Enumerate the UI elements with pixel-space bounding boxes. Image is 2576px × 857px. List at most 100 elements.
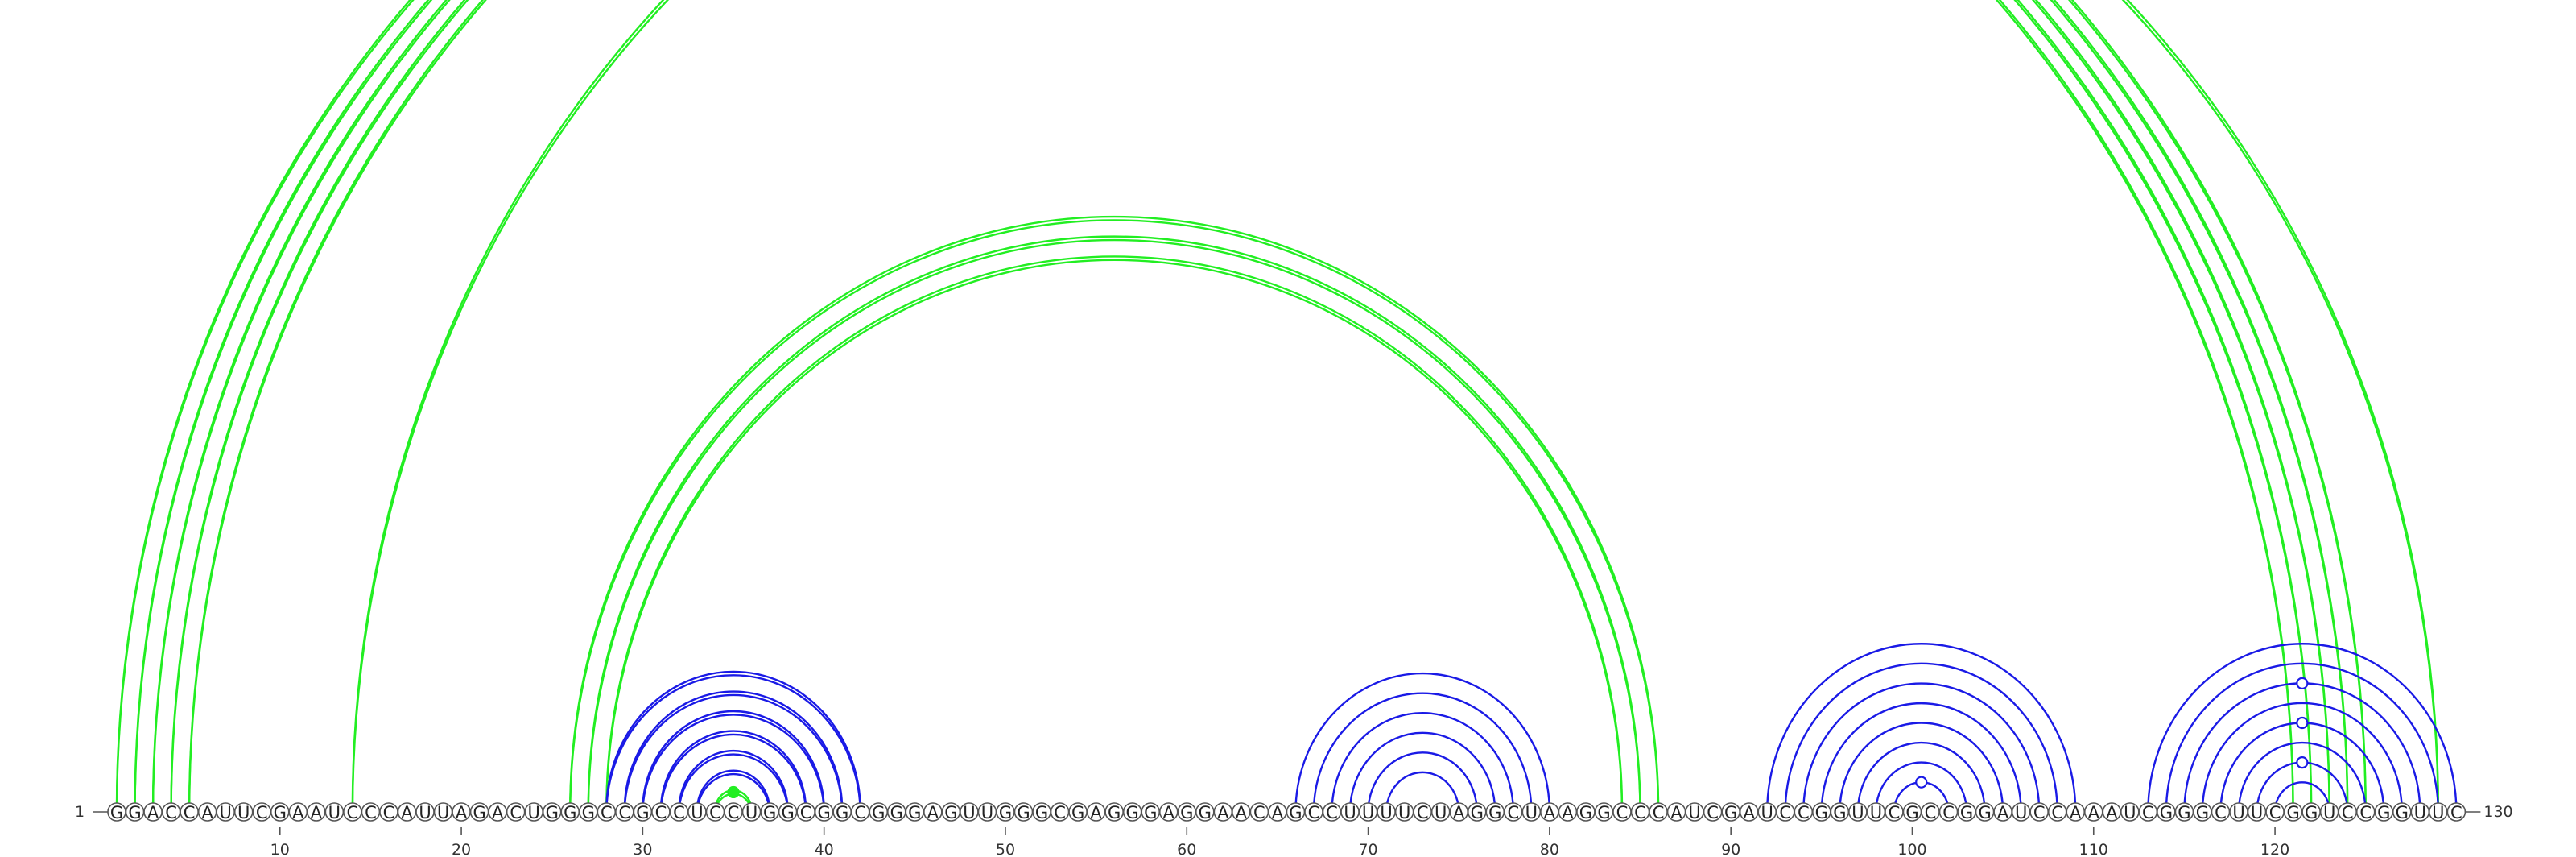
nucleotide-letter: C: [2215, 803, 2227, 822]
nucleotide-letter: A: [1744, 803, 1756, 822]
nucleotide: G: [2392, 802, 2412, 822]
nucleotide-letter: U: [237, 803, 250, 822]
nucleotide-letter: C: [619, 803, 631, 822]
nucleotide: G: [1576, 802, 1596, 822]
nucleotide-letter: C: [1054, 803, 1066, 822]
blue-pair-arc: [659, 733, 807, 814]
nucleotide-letter: C: [1616, 803, 1629, 822]
nucleotide: U: [1394, 802, 1414, 822]
nucleotide: A: [1213, 802, 1233, 822]
nucleotide-letter: C: [655, 803, 667, 822]
position-tick-label: 40: [815, 841, 834, 857]
nucleotide-letter: U: [419, 803, 431, 822]
nucleotide-letter: G: [636, 803, 649, 822]
nucleotide: G: [2157, 802, 2176, 822]
nucleotide: U: [2120, 802, 2140, 822]
nucleotide: U: [2319, 802, 2339, 822]
nucleotide: A: [1666, 802, 1686, 822]
position-tick-label: 90: [1721, 841, 1740, 857]
nucleotide-letter: C: [709, 803, 721, 822]
nucleotide: G: [814, 802, 834, 822]
nucleotide-circle: [2446, 802, 2467, 822]
nucleotide-letter: G: [872, 803, 885, 822]
nucleotide-letter: U: [1852, 803, 1864, 822]
nucleotide-letter: G: [1815, 803, 1828, 822]
nucleotide: C: [1794, 802, 1814, 822]
nucleotide: U: [2011, 802, 2031, 822]
nucleotide-letter: C: [2269, 803, 2281, 822]
nucleotide-letter: G: [1144, 803, 1157, 822]
nucleotide-letter: U: [1525, 803, 1538, 822]
nucleotide-letter: C: [365, 803, 377, 822]
nucleotide: G: [107, 802, 126, 822]
green-pair-arc: [115, 0, 2294, 810]
nucleotide: U: [1377, 802, 1396, 822]
nucleotide-letter: C: [601, 803, 613, 822]
nucleotide-letter: G: [818, 803, 831, 822]
nucleotide-letter: U: [2015, 803, 2027, 822]
nucleotide-letter: C: [2142, 803, 2154, 822]
nucleotide: A: [1558, 802, 1578, 822]
nucleotide-letter: A: [492, 803, 504, 822]
green-pair-arc: [605, 259, 1624, 814]
nucleotide-letter: C: [2051, 803, 2063, 822]
nucleotide-letter: U: [2124, 803, 2136, 822]
nucleotide-letter: G: [564, 803, 576, 822]
nucleotide: A: [2102, 802, 2122, 822]
nucleotide-letter: G: [274, 803, 287, 822]
nucleotide-letter: A: [456, 803, 468, 822]
nucleotide-letter: G: [2160, 803, 2173, 822]
nucleotide: U: [2410, 802, 2430, 822]
green-pair-arc: [351, 0, 2440, 815]
nucleotide-letter: G: [473, 803, 485, 822]
nucleotide-letter: C: [383, 803, 395, 822]
position-tick-label: 80: [1540, 841, 1559, 857]
nucleotide: G: [1812, 802, 1831, 822]
nucleotide: G: [1902, 802, 1922, 822]
nucleotide-letter: G: [1017, 803, 1030, 822]
nucleotide-letter: G: [1833, 803, 1846, 822]
nucleotide: A: [1086, 802, 1106, 822]
nucleotide: G: [941, 802, 961, 822]
nucleotide: G: [2174, 802, 2194, 822]
nucleotide-letter: G: [1199, 803, 1212, 822]
nucleotide-letter: G: [546, 803, 559, 822]
nucleotide-letter: U: [1344, 803, 1356, 822]
blue-pair-arc: [1766, 643, 2077, 813]
nucleotide: C: [724, 802, 743, 822]
nucleotide-letter: U: [1435, 803, 1447, 822]
green-pair-arc: [587, 238, 1641, 814]
blue-pair-arc: [696, 772, 771, 814]
nucleotide: C: [379, 802, 398, 822]
nucleotide: A: [1449, 802, 1469, 822]
green-pair-arc: [351, 0, 2440, 810]
nucleotide-letter: G: [1724, 803, 1737, 822]
nucleotide: G: [996, 802, 1015, 822]
nucleotide: C: [705, 802, 725, 822]
nucleotide: U: [415, 802, 435, 822]
nucleotide: U: [1430, 802, 1451, 822]
nucleotide-letter: C: [2342, 803, 2354, 822]
nucleotide: U: [216, 802, 235, 822]
blue-pair-arc: [1875, 761, 1968, 813]
green-pair-arc: [170, 0, 2349, 810]
nucleotide: G: [1104, 802, 1124, 822]
nucleotide: A: [1232, 802, 1251, 822]
blue-pair-arc: [1367, 751, 1478, 813]
nucleotide-letter: G: [2196, 803, 2209, 822]
nucleotide-letter: G: [2396, 803, 2409, 822]
nucleotide: A: [143, 802, 163, 822]
nucleotide-letter: A: [401, 803, 413, 822]
blue-pair-arc: [696, 769, 771, 810]
nucleotide: U: [2229, 802, 2248, 822]
green-pair-arc: [569, 219, 1660, 814]
nucleotide: A: [1993, 802, 2013, 822]
nucleotide: A: [1739, 802, 1759, 822]
nucleotide-letter: A: [1997, 803, 2009, 822]
nucleotide: U: [2247, 802, 2267, 822]
nucleotide: A: [197, 802, 217, 822]
nucleotide-letter: U: [963, 803, 975, 822]
nucleotide-letter: C: [1707, 803, 1719, 822]
green-pair-arc: [151, 0, 2330, 814]
